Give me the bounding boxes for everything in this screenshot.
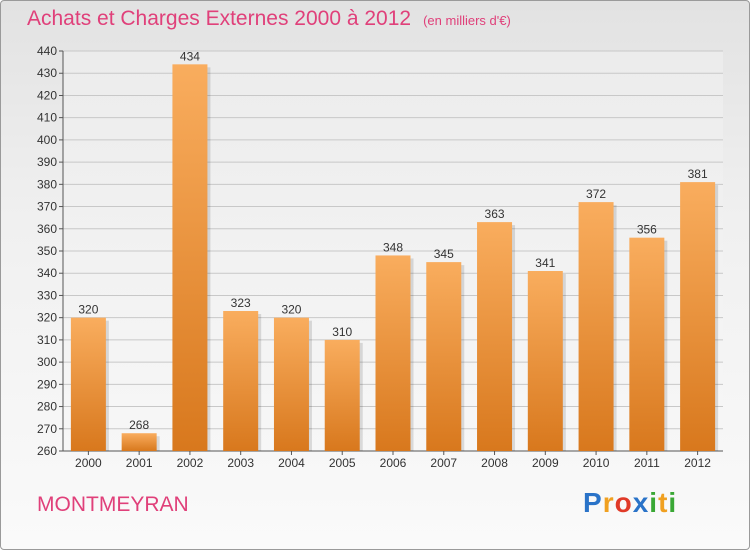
x-tick-label: 2001 [126,456,153,470]
x-tick-label: 2008 [481,456,508,470]
x-tick-label: 2009 [532,456,559,470]
bar [477,222,513,451]
bar-value-label: 363 [485,207,505,221]
bar-value-label: 372 [586,187,606,201]
bar-value-label: 356 [637,223,657,237]
logo-letter: r [602,487,615,518]
unit-label: (en milliers d'€) [423,13,511,28]
bar [324,339,360,451]
logo-letter: i [649,487,659,518]
x-tick-label: 2002 [177,456,204,470]
y-tick-label: 330 [37,288,57,302]
y-tick-label: 420 [37,88,57,102]
y-tick-label: 300 [37,355,57,369]
y-tick-label: 310 [37,333,57,347]
plot-area: 260 270 280 290 300 310 320 330 340 350 360 370 380 3… [37,44,723,470]
bar [527,271,563,451]
x-tick-label: 2003 [227,456,254,470]
y-tick-label: 290 [37,377,57,391]
y-tick-label: 410 [37,111,57,125]
x-tick-label: 2011 [634,456,660,470]
y-tick-label: 260 [37,444,57,458]
y-tick-label: 280 [37,400,57,414]
bar [273,317,309,451]
x-tick-label: 2006 [380,456,407,470]
bar [578,202,614,451]
logo-letter: P [583,487,603,518]
bar [172,64,208,452]
y-tick-label: 380 [37,177,57,191]
y-tick-label: 360 [37,222,57,236]
logo-letter: t [658,487,669,518]
bar [426,262,462,451]
x-tick-label: 2012 [684,456,711,470]
y-tick-label: 370 [37,200,57,214]
bar-value-label: 310 [332,325,352,339]
y-tick-label: 270 [37,422,57,436]
bar [375,255,411,451]
x-tick-label: 2000 [75,456,102,470]
bar-value-label: 434 [180,49,200,63]
bar-value-label: 268 [129,418,149,432]
x-tick-label: 2010 [583,456,610,470]
bar-value-label: 320 [78,303,98,317]
x-tick-label: 2007 [430,456,457,470]
bar [680,182,716,451]
y-tick-label: 440 [37,44,57,58]
y-tick-label: 340 [37,266,57,280]
y-tick-label: 400 [37,133,57,147]
chart-title: Achats et Charges Externes 2000 à 2012 (e… [27,7,511,31]
bar [121,433,157,451]
bar [629,237,665,451]
x-tick-label: 2004 [278,456,305,470]
y-tick-label: 350 [37,244,57,258]
logo-letter: i [668,487,678,518]
bar-value-label: 381 [688,167,708,181]
bar-value-label: 341 [535,256,555,270]
proxiti-logo: Proxiti [583,487,677,519]
bar [223,311,259,451]
bar-value-label: 323 [231,296,251,310]
y-tick-label: 430 [37,66,57,80]
place-label: MONTMEYRAN [37,493,189,516]
bar-value-label: 320 [281,303,301,317]
title-text: Achats et Charges Externes 2000 à 2012 [27,7,412,30]
y-tick-label: 320 [37,311,57,325]
bar [70,317,106,451]
bar-value-label: 345 [434,247,454,261]
logo-letter: x [632,487,650,518]
logo-letter: o [614,487,633,518]
x-tick-label: 2005 [329,456,356,470]
y-tick-label: 390 [37,155,57,169]
bar-value-label: 348 [383,240,403,254]
